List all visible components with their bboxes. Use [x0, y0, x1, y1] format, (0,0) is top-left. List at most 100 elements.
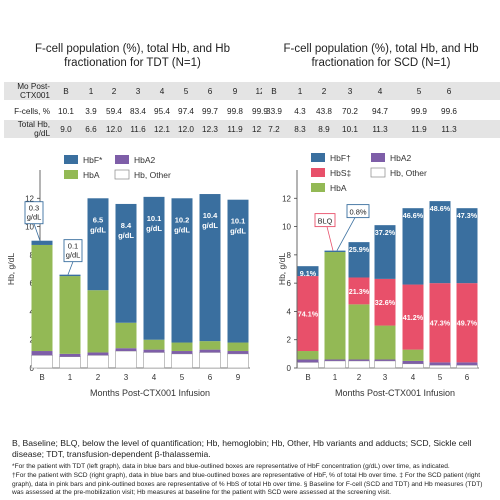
table-cell: 4.3	[294, 106, 306, 116]
table-cell: 3	[347, 86, 353, 96]
hbf-callout-leader	[336, 217, 356, 251]
hbf-data-label: 8.4	[121, 221, 132, 230]
x-tick-label: 2	[96, 373, 101, 382]
hbf-callout-value: 0.8%	[349, 208, 366, 217]
table-cell: 97.4	[178, 106, 194, 116]
legend-label: HbF†	[330, 153, 351, 163]
legend-label: HbA2	[134, 155, 156, 165]
table-cell: 5	[183, 86, 189, 96]
bar-segment-hb-other	[171, 353, 193, 369]
table-cell: 99.9	[252, 106, 268, 116]
bar-segment-hba2	[227, 351, 249, 354]
y-axis-title: Hb, g/dL	[6, 253, 16, 285]
bar-segment-hb-other	[227, 353, 249, 369]
bar-segment-hbs	[402, 284, 424, 350]
x-tick-label: 2	[357, 373, 362, 382]
table-cell: 4	[377, 86, 383, 96]
table-cell: 12.0	[178, 124, 194, 134]
hbf-callout-leader	[33, 223, 41, 241]
bar-segment-hba2	[115, 348, 137, 352]
x-tick-label: 6	[465, 373, 470, 382]
y-tick-label: 6	[287, 279, 292, 288]
y-tick-label: 4	[287, 307, 292, 316]
right-panel-title: F-cell population (%), total Hb, and Hb …	[283, 43, 479, 69]
hbf-data-label-unit: g/dL	[202, 221, 218, 230]
table-cell: 5	[416, 86, 422, 96]
bar-segment-hb-other	[324, 360, 346, 369]
x-tick-label: 1	[333, 373, 338, 382]
table-cell: 11.3	[441, 124, 457, 134]
legend-label: Hb, Other	[134, 170, 171, 180]
hbf-data-label: 46.6%	[403, 211, 424, 220]
row-label-months: Mo Post-CTX001	[17, 82, 50, 100]
bar-segment-hba2	[324, 359, 346, 361]
legend-swatch	[64, 170, 78, 179]
hbf-callout-unit: g/dL	[27, 213, 42, 222]
x-tick-label: B	[305, 373, 310, 382]
table-cell: 6.6	[85, 124, 97, 134]
bar-segment-hba2	[297, 359, 319, 363]
row-label-fcells: F-cells, %	[14, 106, 50, 116]
hbs-callout-box	[314, 213, 336, 228]
legend-label: HbA2	[390, 153, 412, 163]
bar-segment-hb-other	[31, 354, 53, 369]
table-cell: 1	[88, 86, 94, 96]
hbs-data-label: 47.3%	[430, 319, 451, 328]
legend-label: HbA	[83, 170, 100, 180]
bar-segment-hbf	[348, 242, 370, 278]
table-row-months: Mo Post-CTX001 B 1 2 3 4 5 6 9 12	[4, 82, 279, 100]
table-cell: 12.7	[252, 124, 268, 134]
y-tick-label: 10	[282, 223, 291, 232]
hbf-data-label-unit: g/dL	[230, 227, 246, 236]
table-cell: 11.6	[130, 124, 146, 134]
hbf-data-label: 37.2%	[375, 228, 396, 237]
hbs-callout-leader	[326, 226, 334, 251]
y-tick-label: 0	[30, 364, 35, 373]
legend-swatch	[64, 155, 78, 164]
legend-swatch	[114, 169, 130, 180]
bar-segment-hba	[297, 351, 319, 360]
hbf-data-label: 10.1	[231, 217, 246, 226]
bar-segment-hbf	[59, 274, 81, 277]
table-cell: 8.9	[318, 124, 330, 134]
table-cell: 43.8	[316, 106, 332, 116]
bar-segment-hb-other	[429, 364, 451, 369]
bar-segment-hb-other	[59, 356, 81, 369]
x-tick-label: 3	[124, 373, 129, 382]
bar-segment-hba	[115, 322, 137, 349]
table-cell: 12	[255, 86, 265, 96]
bar-segment-hb-other	[199, 352, 221, 369]
table-cell: 12.3	[202, 124, 218, 134]
bar-segment-hbs	[429, 283, 451, 363]
table-cell: 1	[297, 86, 303, 96]
table-cell: 8.3	[294, 124, 306, 134]
table-cell: 9	[232, 86, 238, 96]
table-cell: B	[271, 86, 277, 96]
bar-segment-hbf	[429, 201, 451, 284]
bar-segment-hba2	[348, 359, 370, 361]
bar-segment-hba	[171, 342, 193, 352]
table-cell: 99.9	[411, 106, 427, 116]
bar-segment-hba2	[171, 351, 193, 354]
bar-segment-hba	[31, 244, 53, 352]
hbf-data-label: 10.2	[175, 215, 190, 224]
bar-segment-hb-other	[348, 360, 370, 369]
scd-footnote: †For the patient with SCD (right graph),…	[12, 472, 483, 496]
legend-label: HbS‡	[330, 168, 352, 178]
x-tick-label: 4	[411, 373, 416, 382]
hbf-callout-box	[346, 204, 370, 219]
bar-segment-hba2	[456, 362, 478, 366]
hbs-callout-value: BLQ	[318, 217, 333, 226]
hbf-callout-unit: g/dL	[66, 251, 81, 260]
abbreviations-footnote: B, Baseline; BLQ, below the level of qua…	[12, 438, 472, 459]
bar-segment-hba2	[143, 349, 165, 353]
table-cell: 3.9	[85, 106, 97, 116]
hbf-data-label: 47.3%	[457, 211, 478, 220]
y-tick-label: 10	[25, 223, 34, 232]
table-cell: 70.2	[342, 106, 358, 116]
bar-segment-hba	[402, 349, 424, 361]
bar-segment-hbf	[143, 196, 165, 340]
y-tick-label: 0	[287, 364, 292, 373]
